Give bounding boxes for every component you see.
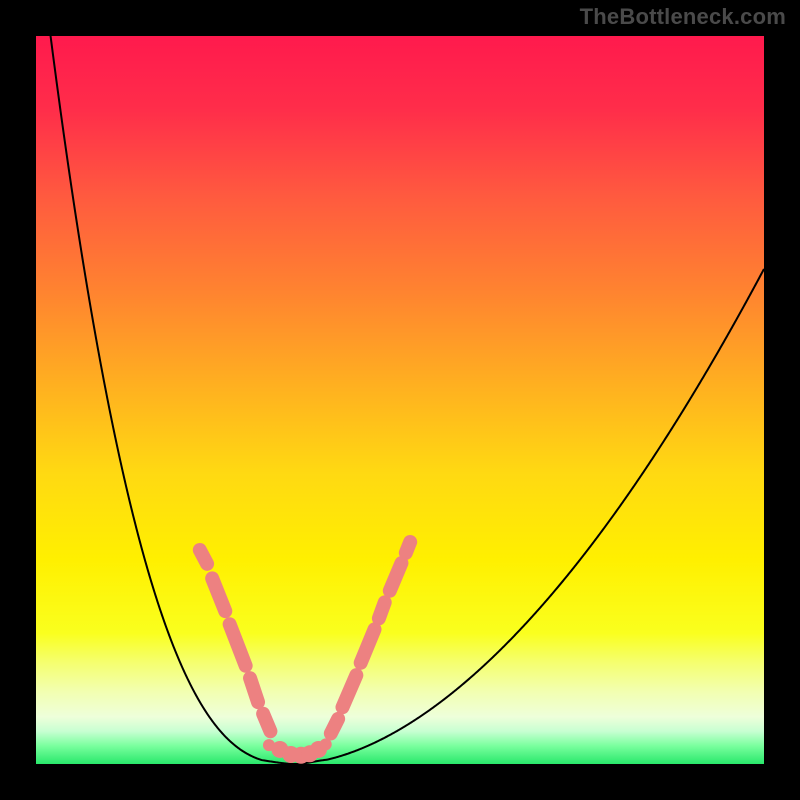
chart-root: TheBottleneck.com (0, 0, 800, 800)
watermark-text: TheBottleneck.com (580, 4, 786, 30)
plot-area (36, 36, 764, 764)
plot-svg (36, 36, 764, 764)
